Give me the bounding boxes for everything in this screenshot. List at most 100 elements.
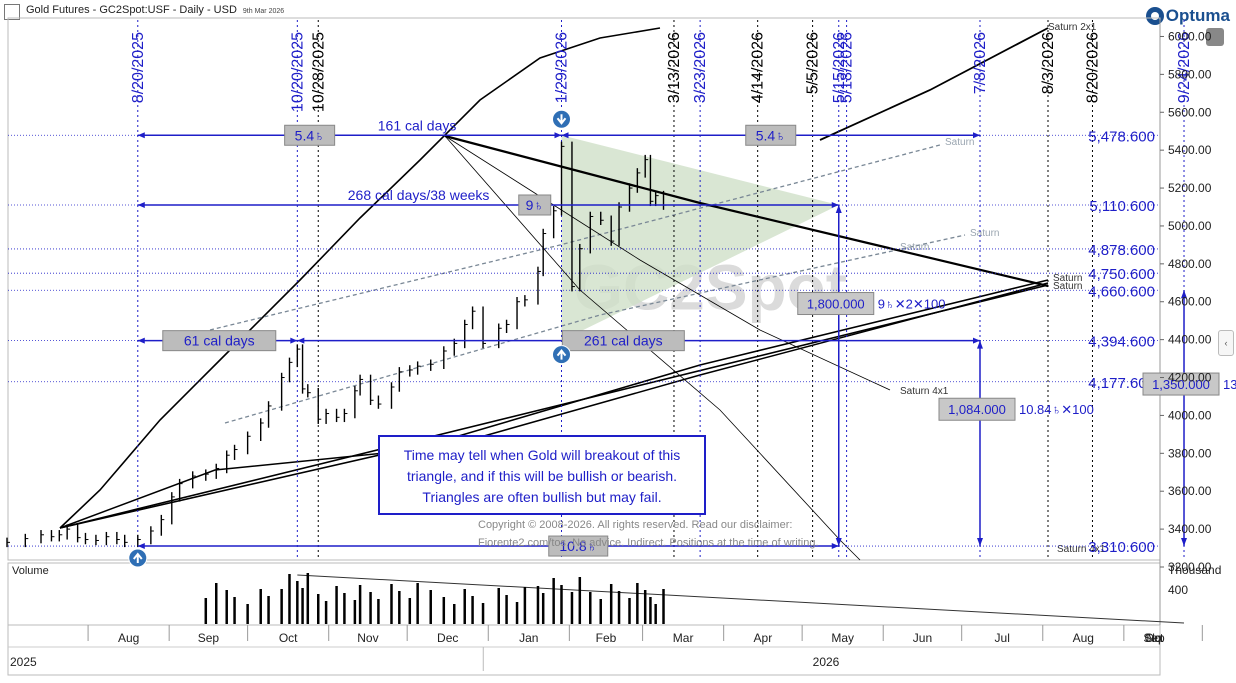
price-span-text-2: 10.84♄✕100 — [1019, 402, 1094, 417]
x-month-label-13: Aug — [1073, 631, 1094, 645]
saturn-line-8 — [444, 134, 1049, 288]
time-span-box-5 — [561, 330, 685, 352]
time-span-arrow-left-4 — [137, 337, 145, 344]
cycle-label-8: 5/5/2026 — [805, 32, 822, 94]
x-month-label-7: Feb — [596, 631, 617, 645]
x-month-label-10: May — [831, 631, 854, 645]
price-level-label-6: 4,394.600 — [1088, 334, 1155, 351]
cycle-label-3: 10/28/2025 — [310, 32, 327, 112]
chart-date: 9th Mar 2026 — [242, 8, 285, 15]
x-month-label-2: Sep — [198, 631, 220, 645]
x-month-label-5: Dec — [437, 631, 458, 645]
annotation-box — [378, 435, 706, 515]
price-span-box-2 — [938, 397, 1016, 421]
saturn-label-6: Saturn — [1053, 281, 1082, 292]
time-span-box-label-4: 61 cal days — [184, 333, 255, 349]
arrow-down-icon-glyph-1 — [556, 114, 567, 125]
price-span-box-label-3: 1,350.000 — [1152, 377, 1210, 392]
x-month-label-16: No — [1146, 631, 1162, 645]
volume-unit-label: Thousand — [1168, 563, 1221, 577]
cycle-label-14: 9/24/2026 — [1176, 32, 1193, 103]
y-tick-label-4: 5400.00 — [1168, 143, 1212, 157]
price-level-label-4: 4,750.600 — [1088, 266, 1155, 283]
annotation-line-1: Time may tell when Gold will breakout of… — [404, 447, 680, 463]
time-span-arrow-right-2 — [972, 132, 980, 139]
saturn-line-1 — [59, 27, 661, 529]
price-span-arrow-down-3 — [1181, 538, 1188, 547]
volume-tick-label: 400 — [1168, 583, 1188, 597]
price-span-arrow-up-3 — [1181, 290, 1188, 299]
optuma-logo: Optuma — [1145, 5, 1230, 27]
time-span-text-1: 161 cal days — [378, 117, 457, 133]
chart-title: Gold Futures - GC2Spot:USF - Daily - USD — [26, 4, 237, 16]
chart-menu-icon[interactable] — [4, 4, 20, 20]
cycle-label-12: 8/3/2026 — [1040, 32, 1057, 94]
copyright-line-2: Fiorente2.com/tos. No advice. Indirect. … — [478, 537, 819, 549]
saturn-line-7 — [59, 284, 1049, 529]
y-tick-label-9: 4400.00 — [1168, 333, 1212, 347]
cycle-label-6: 3/23/2026 — [692, 32, 709, 103]
cycle-label-7: 4/14/2026 — [750, 32, 767, 103]
time-span-box-label-1: 5.4♄ — [295, 127, 325, 143]
saturn-line-4 — [209, 144, 941, 331]
time-span-arrow-left-2 — [561, 132, 569, 139]
consolidation-triangle — [561, 135, 839, 341]
x-month-label-1: Aug — [118, 631, 139, 645]
y-tick-label-15: 3200.00 — [1168, 560, 1212, 574]
annotation-line-3: Triangles are often bullish but may fail… — [422, 489, 661, 505]
saturn-label-8: Saturn 4x1 — [1057, 544, 1106, 555]
x-month-label-3: Oct — [279, 631, 298, 645]
chevron-icon[interactable]: ‹ — [1218, 330, 1234, 356]
price-level-label-5: 4,660.600 — [1088, 283, 1155, 300]
y-tick-label-13: 3600.00 — [1168, 484, 1212, 498]
x-month-label-12: Jul — [995, 631, 1010, 645]
time-span-box-6 — [548, 535, 609, 557]
cycle-label-13: 8/20/2026 — [1084, 32, 1101, 103]
arrow-up-icon-glyph-3 — [132, 552, 143, 564]
cycle-label-11: 7/8/2026 — [972, 32, 989, 94]
y-tick-label-8: 4600.00 — [1168, 295, 1212, 309]
price-level-label-8: 3,310.600 — [1088, 539, 1155, 556]
saturn-label-1: Saturn 2x1 — [1048, 22, 1097, 33]
time-span-arrow-right-3 — [831, 201, 839, 208]
saturn-label-4: Saturn — [900, 242, 929, 253]
x-month-label-4: Nov — [357, 631, 378, 645]
saturn-line-3 — [819, 27, 1049, 141]
time-span-box-label-6: 10.8♄ — [559, 538, 597, 554]
volume-trendline — [297, 574, 1185, 624]
price-span-text-3: 13.5♄✕100 — [1223, 377, 1236, 392]
date-axis-frame — [7, 624, 1161, 676]
y-tick-label-1: 6000.00 — [1168, 29, 1212, 43]
volume-label: Volume — [12, 565, 49, 577]
time-span-text-3: 268 cal days/38 weeks — [348, 187, 490, 203]
x-month-label-14: Sep — [1143, 631, 1165, 645]
saturn-label-7: Saturn 4x1 — [900, 386, 949, 397]
time-span-arrow-right-4 — [290, 337, 298, 344]
time-span-box-label-5: 261 cal days — [584, 333, 663, 349]
price-span-arrow-up-2 — [976, 340, 983, 349]
time-span-box-4 — [162, 330, 277, 352]
price-level-label-2: 5,110.600 — [1089, 198, 1155, 215]
time-span-arrow-left-3 — [137, 201, 145, 208]
time-span-arrow-right-5 — [972, 337, 980, 344]
time-span-arrow-left-1 — [137, 132, 145, 139]
annotation-line-2: triangle, and if this will be bullish or… — [407, 468, 677, 484]
price-span-arrow-up-1 — [835, 204, 842, 213]
time-span-box-2 — [745, 124, 797, 146]
lock-icon[interactable] — [1206, 28, 1224, 46]
price-span-box-label-1: 1,800.000 — [807, 297, 865, 312]
time-span-box-label-2: 5.4♄ — [756, 127, 786, 143]
chart-header: Gold Futures - GC2Spot:USF - Daily - USD… — [26, 4, 284, 16]
x-year-label-2: 2026 — [813, 655, 840, 669]
y-tick-label-5: 5200.00 — [1168, 181, 1212, 195]
saturn-label-2: Saturn — [945, 137, 974, 148]
cycle-label-9: 5/15/2026 — [831, 32, 848, 103]
y-tick-label-3: 5600.00 — [1168, 105, 1212, 119]
optuma-logo-icon — [1145, 7, 1164, 25]
time-span-arrow-right-1 — [554, 132, 562, 139]
price-span-box-1 — [797, 292, 875, 316]
x-month-label-15: Oct — [1145, 631, 1164, 645]
y-tick-label-10: 4200.00 — [1168, 371, 1212, 385]
x-month-label-6: Jan — [519, 631, 538, 645]
